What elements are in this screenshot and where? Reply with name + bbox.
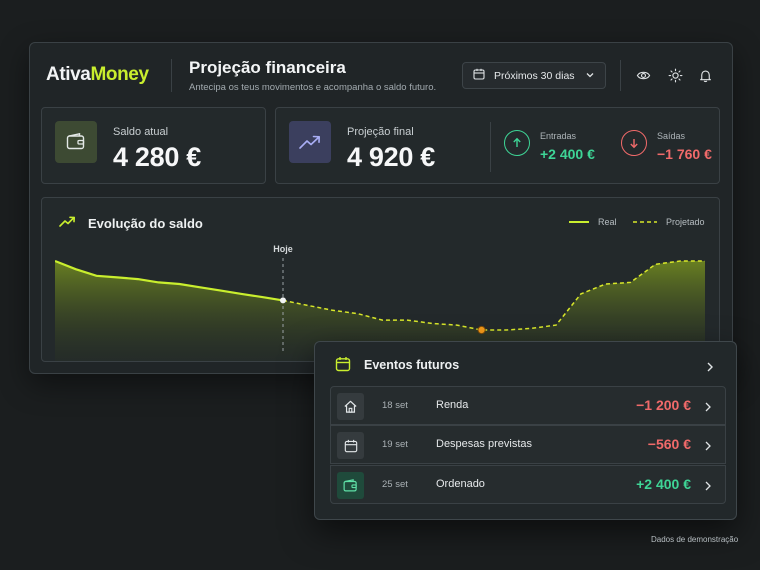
lowest-point-marker[interactable] <box>477 325 486 335</box>
calendar-icon <box>337 432 364 459</box>
today-point[interactable] <box>280 297 286 304</box>
current-balance-card: Saldo atual 4 280 € <box>41 107 266 184</box>
event-row[interactable]: 19 set Despesas previstas −560 € <box>330 425 726 464</box>
event-row[interactable]: 25 set Ordenado +2 400 € <box>330 465 726 504</box>
trend-up-icon <box>289 121 331 163</box>
calendar-icon <box>473 67 485 85</box>
top-bar: AtivaMoney Projeção financeira Antecipa … <box>30 43 732 107</box>
today-label: Hoje <box>273 244 293 254</box>
bell-icon[interactable] <box>696 66 714 84</box>
projection-divider <box>490 122 491 172</box>
event-name: Renda <box>436 399 469 411</box>
current-balance-label: Saldo atual <box>113 126 169 138</box>
final-projection-label: Projeção final <box>347 126 414 138</box>
period-label: Próximos 30 dias <box>494 69 575 82</box>
sun-icon[interactable] <box>666 66 684 84</box>
wallet-icon <box>337 472 364 499</box>
event-amount: −1 200 € <box>636 397 691 413</box>
wallet-icon <box>55 121 97 163</box>
eye-icon[interactable] <box>634 66 652 84</box>
page-title: Projeção financeira <box>189 58 346 77</box>
chart-title: Evolução do saldo <box>88 216 203 231</box>
legend-projected-swatch <box>633 221 657 223</box>
header-divider <box>171 59 172 92</box>
arrow-down-icon <box>621 130 647 156</box>
chevron-right-icon <box>703 479 715 491</box>
outflows-label: Saídas <box>657 131 686 141</box>
events-title: Eventos futuros <box>364 358 460 372</box>
outflows-value: −1 760 € <box>657 146 712 162</box>
event-date: 25 set <box>382 479 408 490</box>
legend-projected-label: Projetado <box>666 217 705 227</box>
demo-data-note: Dados de demonstração <box>651 535 739 544</box>
trend-chart-icon <box>59 215 77 234</box>
real-series-line <box>55 259 284 302</box>
inflows-value: +2 400 € <box>540 146 595 162</box>
current-balance-value: 4 280 € <box>113 142 201 172</box>
event-name: Ordenado <box>436 478 485 490</box>
final-projection-value: 4 920 € <box>347 142 435 172</box>
event-amount: −560 € <box>647 436 691 452</box>
event-row[interactable]: 18 set Renda −1 200 € <box>330 386 726 425</box>
chevron-right-icon[interactable] <box>705 360 715 378</box>
upcoming-events-panel: Eventos futuros 18 set Renda −1 200 € 19… <box>314 341 737 520</box>
legend-real-label: Real <box>598 217 617 227</box>
page-subtitle: Antecipa os teus movimentos e acompanha … <box>189 82 437 93</box>
chevron-down-icon <box>585 67 595 85</box>
toolbar-divider <box>620 60 621 91</box>
period-selector[interactable]: Próximos 30 dias <box>462 62 606 89</box>
home-icon <box>337 393 364 420</box>
calendar-icon <box>335 356 351 377</box>
projection-card: Projeção final 4 920 € Entradas +2 400 €… <box>275 107 720 184</box>
balance-area-fill <box>55 261 705 361</box>
legend-real-swatch <box>569 221 589 223</box>
chevron-right-icon <box>703 400 715 412</box>
event-date: 19 set <box>382 439 408 450</box>
event-amount: +2 400 € <box>636 476 691 492</box>
chevron-right-icon <box>703 439 715 451</box>
arrow-up-icon <box>504 130 530 156</box>
event-date: 18 set <box>382 400 408 411</box>
projected-series-line <box>282 260 705 331</box>
event-name: Despesas previstas <box>436 438 532 450</box>
brand-logo[interactable]: AtivaMoney <box>46 64 149 85</box>
inflows-label: Entradas <box>540 131 577 141</box>
